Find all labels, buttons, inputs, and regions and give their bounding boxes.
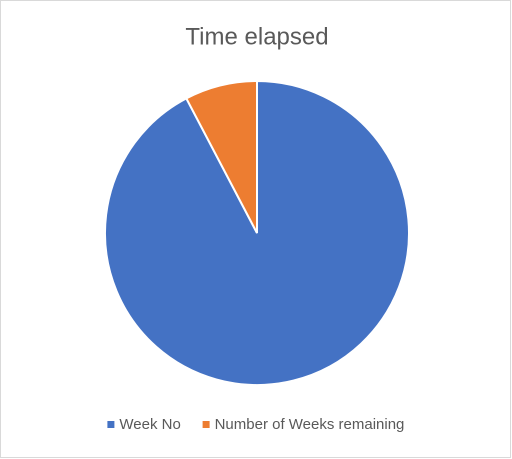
chart-title: Time elapsed — [185, 23, 328, 50]
legend-label: Number of Weeks remaining — [215, 416, 405, 433]
legend-swatch — [107, 421, 115, 428]
pie-slice — [185, 79, 258, 234]
pie-slice — [104, 79, 410, 386]
legend-label: Week No — [119, 416, 180, 433]
legend-swatch — [202, 421, 210, 428]
